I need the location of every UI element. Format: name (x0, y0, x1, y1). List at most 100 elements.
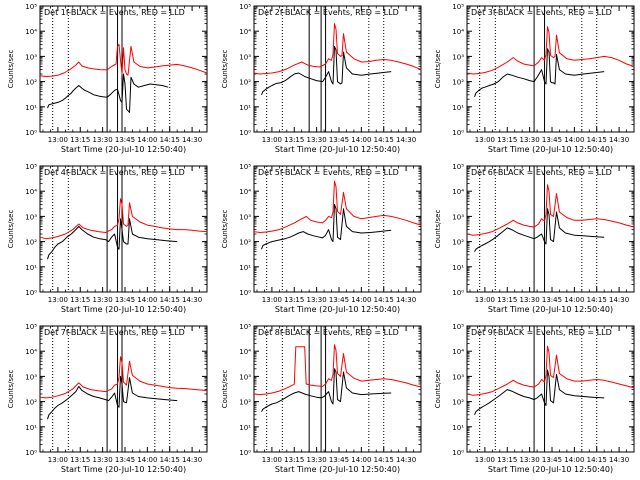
x-tick-label: 13:00 (262, 136, 282, 144)
plot-frame (253, 5, 422, 133)
x-tick-label: 13:15 (497, 296, 517, 304)
lld-series-line (253, 180, 422, 233)
x-axis-label: Start Time (20-Jul-10 12:50:40) (61, 465, 186, 474)
x-tick-label: 13:00 (262, 456, 282, 464)
y-tick-label: 10⁴ (239, 28, 251, 36)
x-tick-label: 13:45 (115, 296, 135, 304)
y-tick-label: 10⁴ (239, 348, 251, 356)
x-tick-label: 14:00 (351, 136, 371, 144)
plot-frame (39, 165, 208, 293)
x-tick-label: 14:30 (396, 456, 416, 464)
y-tick-label: 10² (25, 79, 37, 87)
x-tick-label: 14:30 (182, 456, 202, 464)
y-tick-label: 10³ (25, 213, 37, 221)
y-tick-label: 10⁴ (25, 188, 37, 196)
x-tick-label: 13:30 (93, 136, 113, 144)
y-tick-label: 10⁴ (239, 188, 251, 196)
x-tick-label: 14:30 (396, 296, 416, 304)
x-tick-label: 13:30 (520, 136, 540, 144)
plot-frame (39, 325, 208, 453)
y-tick-label: 10⁰ (452, 129, 464, 137)
x-tick-label: 13:15 (284, 296, 304, 304)
y-tick-label: 10¹ (239, 104, 251, 112)
x-tick-label: 13:15 (284, 456, 304, 464)
y-tick-label: 10¹ (452, 424, 464, 432)
y-tick-label: 10¹ (452, 264, 464, 272)
panel: Det 3f-BLACK = Events, RED = LLD Counts/s… (434, 3, 635, 154)
y-tick-label: 10⁵ (239, 163, 251, 171)
x-tick-label: 13:30 (307, 456, 327, 464)
y-axis-label: Counts/sec (221, 370, 229, 409)
x-tick-label: 13:15 (70, 136, 90, 144)
x-tick-label: 14:15 (374, 456, 394, 464)
panel-title: Det 8f-BLACK = Events, RED = LLD (258, 328, 399, 337)
x-tick-label: 13:15 (497, 136, 517, 144)
x-axis-label: Start Time (20-Jul-10 12:50:40) (61, 305, 186, 314)
x-tick-label: 13:45 (115, 456, 135, 464)
x-tick-label: 13:00 (48, 456, 68, 464)
y-tick-label: 10³ (239, 373, 251, 381)
y-tick-label: 10³ (239, 213, 251, 221)
x-tick-label: 14:15 (160, 456, 180, 464)
y-tick-label: 10⁰ (452, 449, 464, 457)
panel-title: Det 4f-BLACK = Events, RED = LLD (44, 168, 185, 177)
y-tick-label: 10¹ (25, 424, 37, 432)
y-tick-label: 10⁰ (25, 289, 37, 297)
lld-series-line (466, 345, 635, 396)
panel: Det 8f-BLACK = Events, RED = LLD Counts/s… (221, 323, 422, 474)
x-tick-label: 13:00 (262, 296, 282, 304)
panel-title: Det 3f-BLACK = Events, RED = LLD (471, 8, 612, 17)
lld-series-line (39, 43, 208, 77)
y-tick-label: 10⁰ (239, 289, 251, 297)
panel-title: Det 5f-BLACK = Events, RED = LLD (258, 168, 399, 177)
x-tick-label: 14:30 (609, 296, 629, 304)
x-tick-label: 13:45 (542, 136, 562, 144)
events-series-line (261, 368, 392, 412)
events-series-line (47, 218, 178, 260)
y-tick-label: 10⁴ (452, 348, 464, 356)
x-tick-label: 13:00 (475, 136, 495, 144)
events-series-line (474, 369, 605, 416)
x-tick-label: 13:30 (520, 456, 540, 464)
y-tick-label: 10¹ (25, 264, 37, 272)
y-tick-label: 10⁵ (452, 3, 464, 11)
x-tick-label: 13:00 (475, 456, 495, 464)
events-series-line (261, 45, 392, 96)
x-tick-label: 13:45 (329, 456, 349, 464)
events-series-line (47, 375, 178, 420)
x-axis-label: Start Time (20-Jul-10 12:50:40) (488, 465, 613, 474)
plot-frame (253, 325, 422, 453)
y-tick-label: 10⁰ (239, 129, 251, 137)
y-tick-label: 10² (25, 239, 37, 247)
x-tick-label: 14:15 (374, 136, 394, 144)
y-tick-label: 10⁵ (25, 3, 37, 11)
panel-title: Det 9f-BLACK = Events, RED = LLD (471, 328, 612, 337)
x-tick-label: 13:45 (115, 136, 135, 144)
y-tick-label: 10⁰ (239, 449, 251, 457)
x-tick-label: 14:30 (396, 136, 416, 144)
x-tick-label: 13:45 (329, 296, 349, 304)
y-tick-label: 10³ (25, 53, 37, 61)
y-tick-label: 10⁵ (452, 163, 464, 171)
x-tick-label: 14:30 (609, 456, 629, 464)
x-tick-label: 13:45 (542, 456, 562, 464)
x-tick-label: 13:30 (307, 296, 327, 304)
y-tick-label: 10³ (452, 53, 464, 61)
x-tick-label: 14:00 (137, 136, 157, 144)
panel-title: Det 2f-BLACK = Events, RED = LLD (258, 8, 399, 17)
y-tick-label: 10³ (452, 373, 464, 381)
y-tick-label: 10² (239, 239, 251, 247)
x-tick-label: 13:30 (520, 296, 540, 304)
y-axis-label: Counts/sec (221, 210, 229, 249)
x-tick-label: 14:15 (587, 136, 607, 144)
x-tick-label: 13:15 (70, 296, 90, 304)
y-tick-label: 10¹ (239, 264, 251, 272)
x-tick-label: 13:15 (497, 456, 517, 464)
y-tick-label: 10¹ (452, 104, 464, 112)
y-tick-label: 10¹ (239, 424, 251, 432)
events-series-line (261, 203, 392, 250)
y-tick-label: 10² (452, 399, 464, 407)
panel: Det 7f-BLACK = Events, RED = LLD Counts/s… (7, 323, 208, 474)
x-axis-label: Start Time (20-Jul-10 12:50:40) (275, 465, 400, 474)
